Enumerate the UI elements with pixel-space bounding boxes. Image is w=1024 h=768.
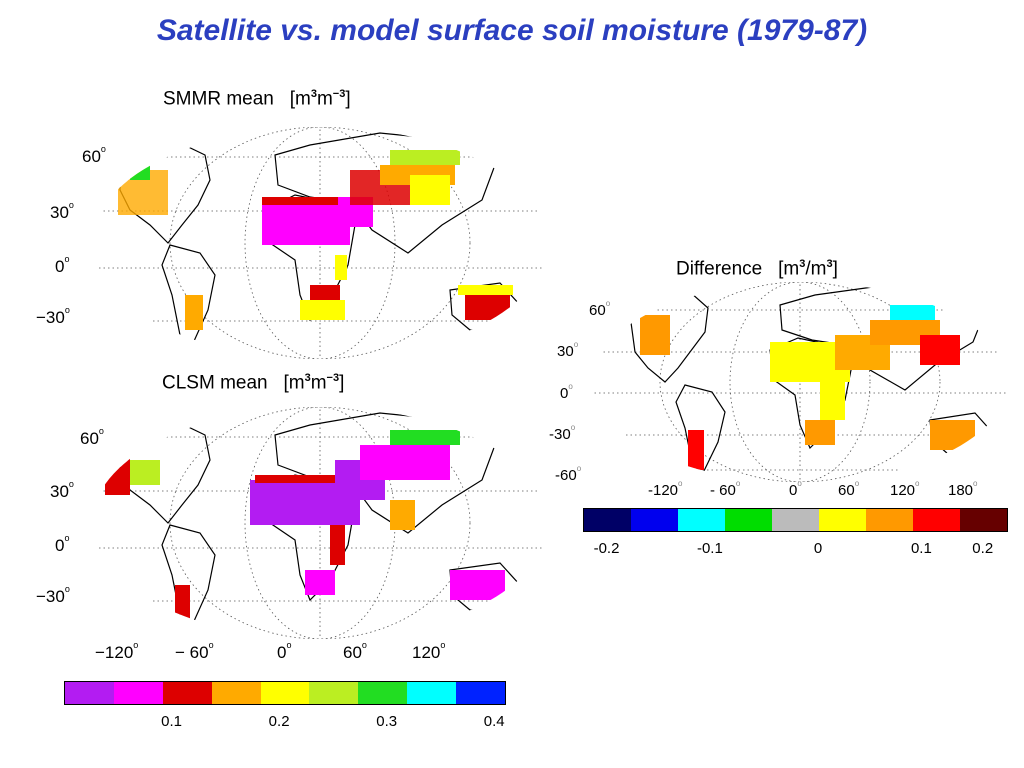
clsm-colorbar <box>64 681 506 705</box>
page-title: Satellite vs. model surface soil moistur… <box>156 14 868 47</box>
diff-lon-neg120: -120o <box>648 479 683 499</box>
clsm-colorbar-tick-label: 0.1 <box>161 713 182 730</box>
diff-colorbar-swatch-1 <box>631 509 678 531</box>
diff-colorbar-tick-label: 0.1 <box>910 540 932 557</box>
smmr-lat-neg30: −30o <box>36 305 70 327</box>
smmr-map <box>92 127 548 359</box>
diff-map <box>592 282 1008 482</box>
clsm-colorbar-swatch-1 <box>113 682 163 704</box>
smmr-units-exp2: −3 <box>332 88 346 100</box>
diff-colorbar-swatch-4 <box>772 509 819 531</box>
clsm-title-main: CLSM mean <box>162 372 268 394</box>
diff-colorbar-tick-label: -0.1 <box>696 540 723 557</box>
clsm-units-m2: m <box>310 372 327 394</box>
smmr-soil-moisture-field <box>118 150 513 330</box>
diff-graticule <box>592 282 1008 482</box>
smmr-units-exp1: 3 <box>310 88 317 100</box>
diff-colorbar-swatch-0 <box>584 509 631 531</box>
diff-lon-180: 180o <box>948 479 978 499</box>
smmr-panel-title: SMMR mean [m3m−3] <box>163 88 351 110</box>
clsm-colorbar-swatch-6 <box>358 682 408 704</box>
clsm-colorbar-swatch-3 <box>211 682 261 704</box>
diff-lon-120: 120o <box>890 479 920 499</box>
clsm-lat-0: 0o <box>55 533 70 555</box>
diff-lat-neg30: -30o <box>549 423 576 443</box>
diff-colorbar-tick-label: 0.2 <box>972 540 994 557</box>
clsm-lat-60: 60o <box>80 426 104 448</box>
clsm-colorbar-swatch-7 <box>407 682 457 704</box>
diff-colorbar <box>583 508 1008 532</box>
smmr-units-m2: m <box>316 88 333 110</box>
clsm-colorbar-tick-label: 0.3 <box>376 713 398 730</box>
diff-panel-title: Difference [m3/m3] <box>676 258 838 280</box>
clsm-soil-moisture-field <box>105 430 505 625</box>
diff-colorbar-swatch-2 <box>678 509 725 531</box>
clsm-lon-0: 0o <box>277 640 292 662</box>
clsm-colorbar-tick-label: 0.2 <box>268 713 290 730</box>
clsm-colorbar-tick-label: 0.4 <box>483 713 505 730</box>
smmr-units-m1: m <box>294 88 311 110</box>
diff-colorbar-swatch-8 <box>960 509 1007 531</box>
diff-colorbar-tick-label: 0 <box>813 540 823 557</box>
diff-colorbar-swatch-7 <box>913 509 960 531</box>
clsm-units-exp1: 3 <box>304 372 311 384</box>
diff-lat-neg60: -60o <box>555 464 582 484</box>
clsm-map <box>92 407 548 639</box>
clsm-lat-neg30: −30o <box>36 584 70 606</box>
diff-lon-60: 60o <box>838 479 860 499</box>
diff-lat-0: 0o <box>560 382 573 402</box>
diff-title-main: Difference <box>676 258 763 280</box>
clsm-colorbar-swatch-2 <box>162 682 212 704</box>
diff-lat-30: 30o <box>557 340 579 360</box>
diff-colorbar-swatch-5 <box>819 509 866 531</box>
clsm-lon-60: 60o <box>343 640 367 662</box>
clsm-colorbar-swatch-5 <box>309 682 359 704</box>
smmr-lat-60: 60o <box>82 144 106 166</box>
diff-colorbar-swatch-6 <box>866 509 913 531</box>
clsm-lon-neg60: − 60o <box>175 640 214 662</box>
diff-lon-neg60: - 60o <box>710 479 741 499</box>
clsm-panel-title: CLSM mean [m3m−3] <box>162 372 345 394</box>
diff-lat-60: 60o <box>589 299 611 319</box>
clsm-units-m1: m <box>288 372 305 394</box>
smmr-lat-30: 30o <box>50 200 74 222</box>
clsm-lon-120: 120o <box>412 640 446 662</box>
diff-lon-0: 0o <box>789 479 802 499</box>
diff-soil-moisture-field <box>640 305 975 470</box>
clsm-colorbar-swatch-4 <box>260 682 310 704</box>
clsm-units-exp2: −3 <box>326 372 340 384</box>
clsm-lon-neg120: −120o <box>95 640 139 662</box>
diff-colorbar-swatch-3 <box>725 509 772 531</box>
clsm-colorbar-swatch-0 <box>65 682 114 704</box>
clsm-colorbar-swatch-8 <box>456 682 506 704</box>
clsm-lat-30: 30o <box>50 479 74 501</box>
diff-colorbar-tick-label: -0.2 <box>593 540 620 557</box>
smmr-lat-0: 0o <box>55 254 70 276</box>
smmr-title-main: SMMR mean <box>163 88 274 110</box>
